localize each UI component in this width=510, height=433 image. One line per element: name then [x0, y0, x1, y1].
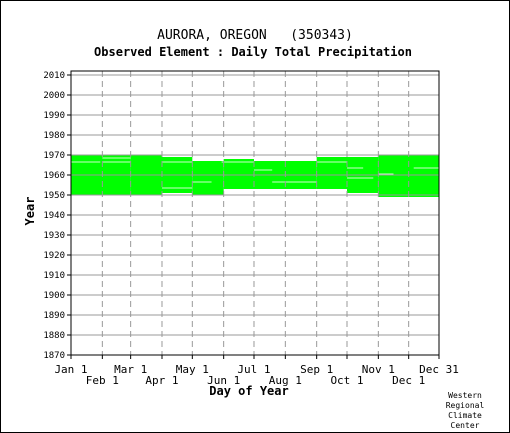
- y-tick-label: 1970: [43, 151, 65, 161]
- chart-subtitle: Observed Element : Daily Total Precipita…: [94, 45, 412, 59]
- chart-title: AURORA, OREGON (350343): [157, 28, 353, 43]
- y-tick-label: 1910: [43, 271, 65, 281]
- y-tick-label: 1920: [43, 251, 65, 261]
- x-tick-label: Mar 1: [114, 363, 147, 376]
- credit-block: Western Regional Climate Center: [435, 391, 495, 431]
- y-tick-label: 1890: [43, 311, 65, 321]
- x-tick-label: May 1: [176, 363, 209, 376]
- x-tick-label: Feb 1: [86, 374, 119, 387]
- x-tick-label: Jan 1: [54, 363, 87, 376]
- y-tick-label: 1930: [43, 231, 65, 241]
- y-tick-label: 1960: [43, 171, 65, 181]
- y-axis-label: Year: [23, 197, 37, 226]
- x-tick-label: Jun 1: [207, 374, 240, 387]
- y-axis-ticks: 1870 1880 1890 1900 1910 1920 1930 1940 1950 1960…: [43, 71, 71, 361]
- coverage-block: [192, 161, 224, 195]
- y-tick-label: 1880: [43, 331, 65, 341]
- grid-layer: [71, 71, 439, 356]
- x-axis-ticks: Jan 1 Mar 1 May 1 Jul 1 Sep 1 Nov 1 Dec 31 Feb …: [54, 355, 459, 387]
- data-gap: [71, 161, 101, 163]
- data-gap: [161, 187, 193, 189]
- data-gap: [102, 157, 131, 159]
- gap-layer: [71, 157, 439, 189]
- y-tick-label: 1900: [43, 291, 65, 301]
- y-tick-label: 1940: [43, 211, 65, 221]
- plot-border: [70, 70, 440, 356]
- x-axis-label: Day of Year: [209, 384, 288, 398]
- data-gap: [102, 161, 131, 163]
- y-tick-label: 1870: [43, 351, 65, 361]
- x-tick-label: Apr 1: [145, 374, 178, 387]
- data-gap: [272, 181, 317, 183]
- y-tick-label: 1950: [43, 191, 65, 201]
- y-tick-label: 1980: [43, 131, 65, 141]
- y-tick-label: 2000: [43, 91, 65, 101]
- data-gap: [253, 169, 273, 171]
- data-gap: [347, 167, 364, 169]
- x-tick-label: Sep 1: [300, 363, 333, 376]
- credit-line: Regional: [445, 401, 485, 410]
- data-gap: [413, 167, 439, 169]
- data-gap: [347, 177, 374, 179]
- x-tick-label: Aug 1: [269, 374, 302, 387]
- credit-line: Western: [448, 391, 482, 400]
- credit-line: Climate: [448, 411, 482, 420]
- x-tick-label: Oct 1: [330, 374, 363, 387]
- data-gap: [192, 181, 212, 183]
- coverage-layer: [71, 155, 439, 197]
- x-tick-label: Jul 1: [237, 363, 270, 376]
- coverage-block: [223, 159, 254, 189]
- x-tick-label: Nov 1: [362, 363, 395, 376]
- data-gap: [161, 161, 193, 163]
- data-gap: [378, 173, 394, 175]
- data-gap: [221, 161, 254, 163]
- y-tick-label: 1990: [43, 111, 65, 121]
- data-gap: [316, 161, 347, 163]
- y-tick-label: 2010: [43, 71, 65, 81]
- x-tick-label: Dec 1: [392, 374, 425, 387]
- credit-line: Center: [450, 421, 480, 430]
- x-tick-label: Dec 31: [419, 363, 459, 376]
